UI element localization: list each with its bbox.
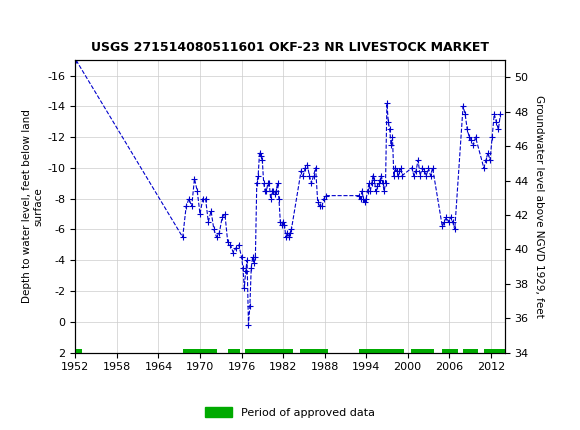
Text: USGS 271514080511601 OKF-23 NR LIVESTOCK MARKET: USGS 271514080511601 OKF-23 NR LIVESTOCK… bbox=[91, 41, 489, 54]
Bar bbox=[359, 349, 404, 356]
Bar bbox=[443, 349, 458, 356]
Bar bbox=[300, 349, 328, 356]
Text: USGS: USGS bbox=[32, 10, 83, 28]
Bar bbox=[411, 349, 434, 356]
Bar bbox=[463, 349, 478, 356]
Bar bbox=[183, 349, 218, 356]
Bar bbox=[484, 349, 505, 356]
Y-axis label: Groundwater level above NGVD 1929, feet: Groundwater level above NGVD 1929, feet bbox=[534, 95, 544, 318]
Bar bbox=[228, 349, 240, 356]
Legend: Period of approved data: Period of approved data bbox=[200, 403, 380, 422]
FancyBboxPatch shape bbox=[6, 4, 46, 35]
Bar bbox=[245, 349, 293, 356]
Y-axis label: Depth to water level, feet below land
surface: Depth to water level, feet below land su… bbox=[22, 110, 44, 303]
Text: ▣: ▣ bbox=[3, 7, 27, 31]
Bar bbox=[75, 349, 82, 356]
